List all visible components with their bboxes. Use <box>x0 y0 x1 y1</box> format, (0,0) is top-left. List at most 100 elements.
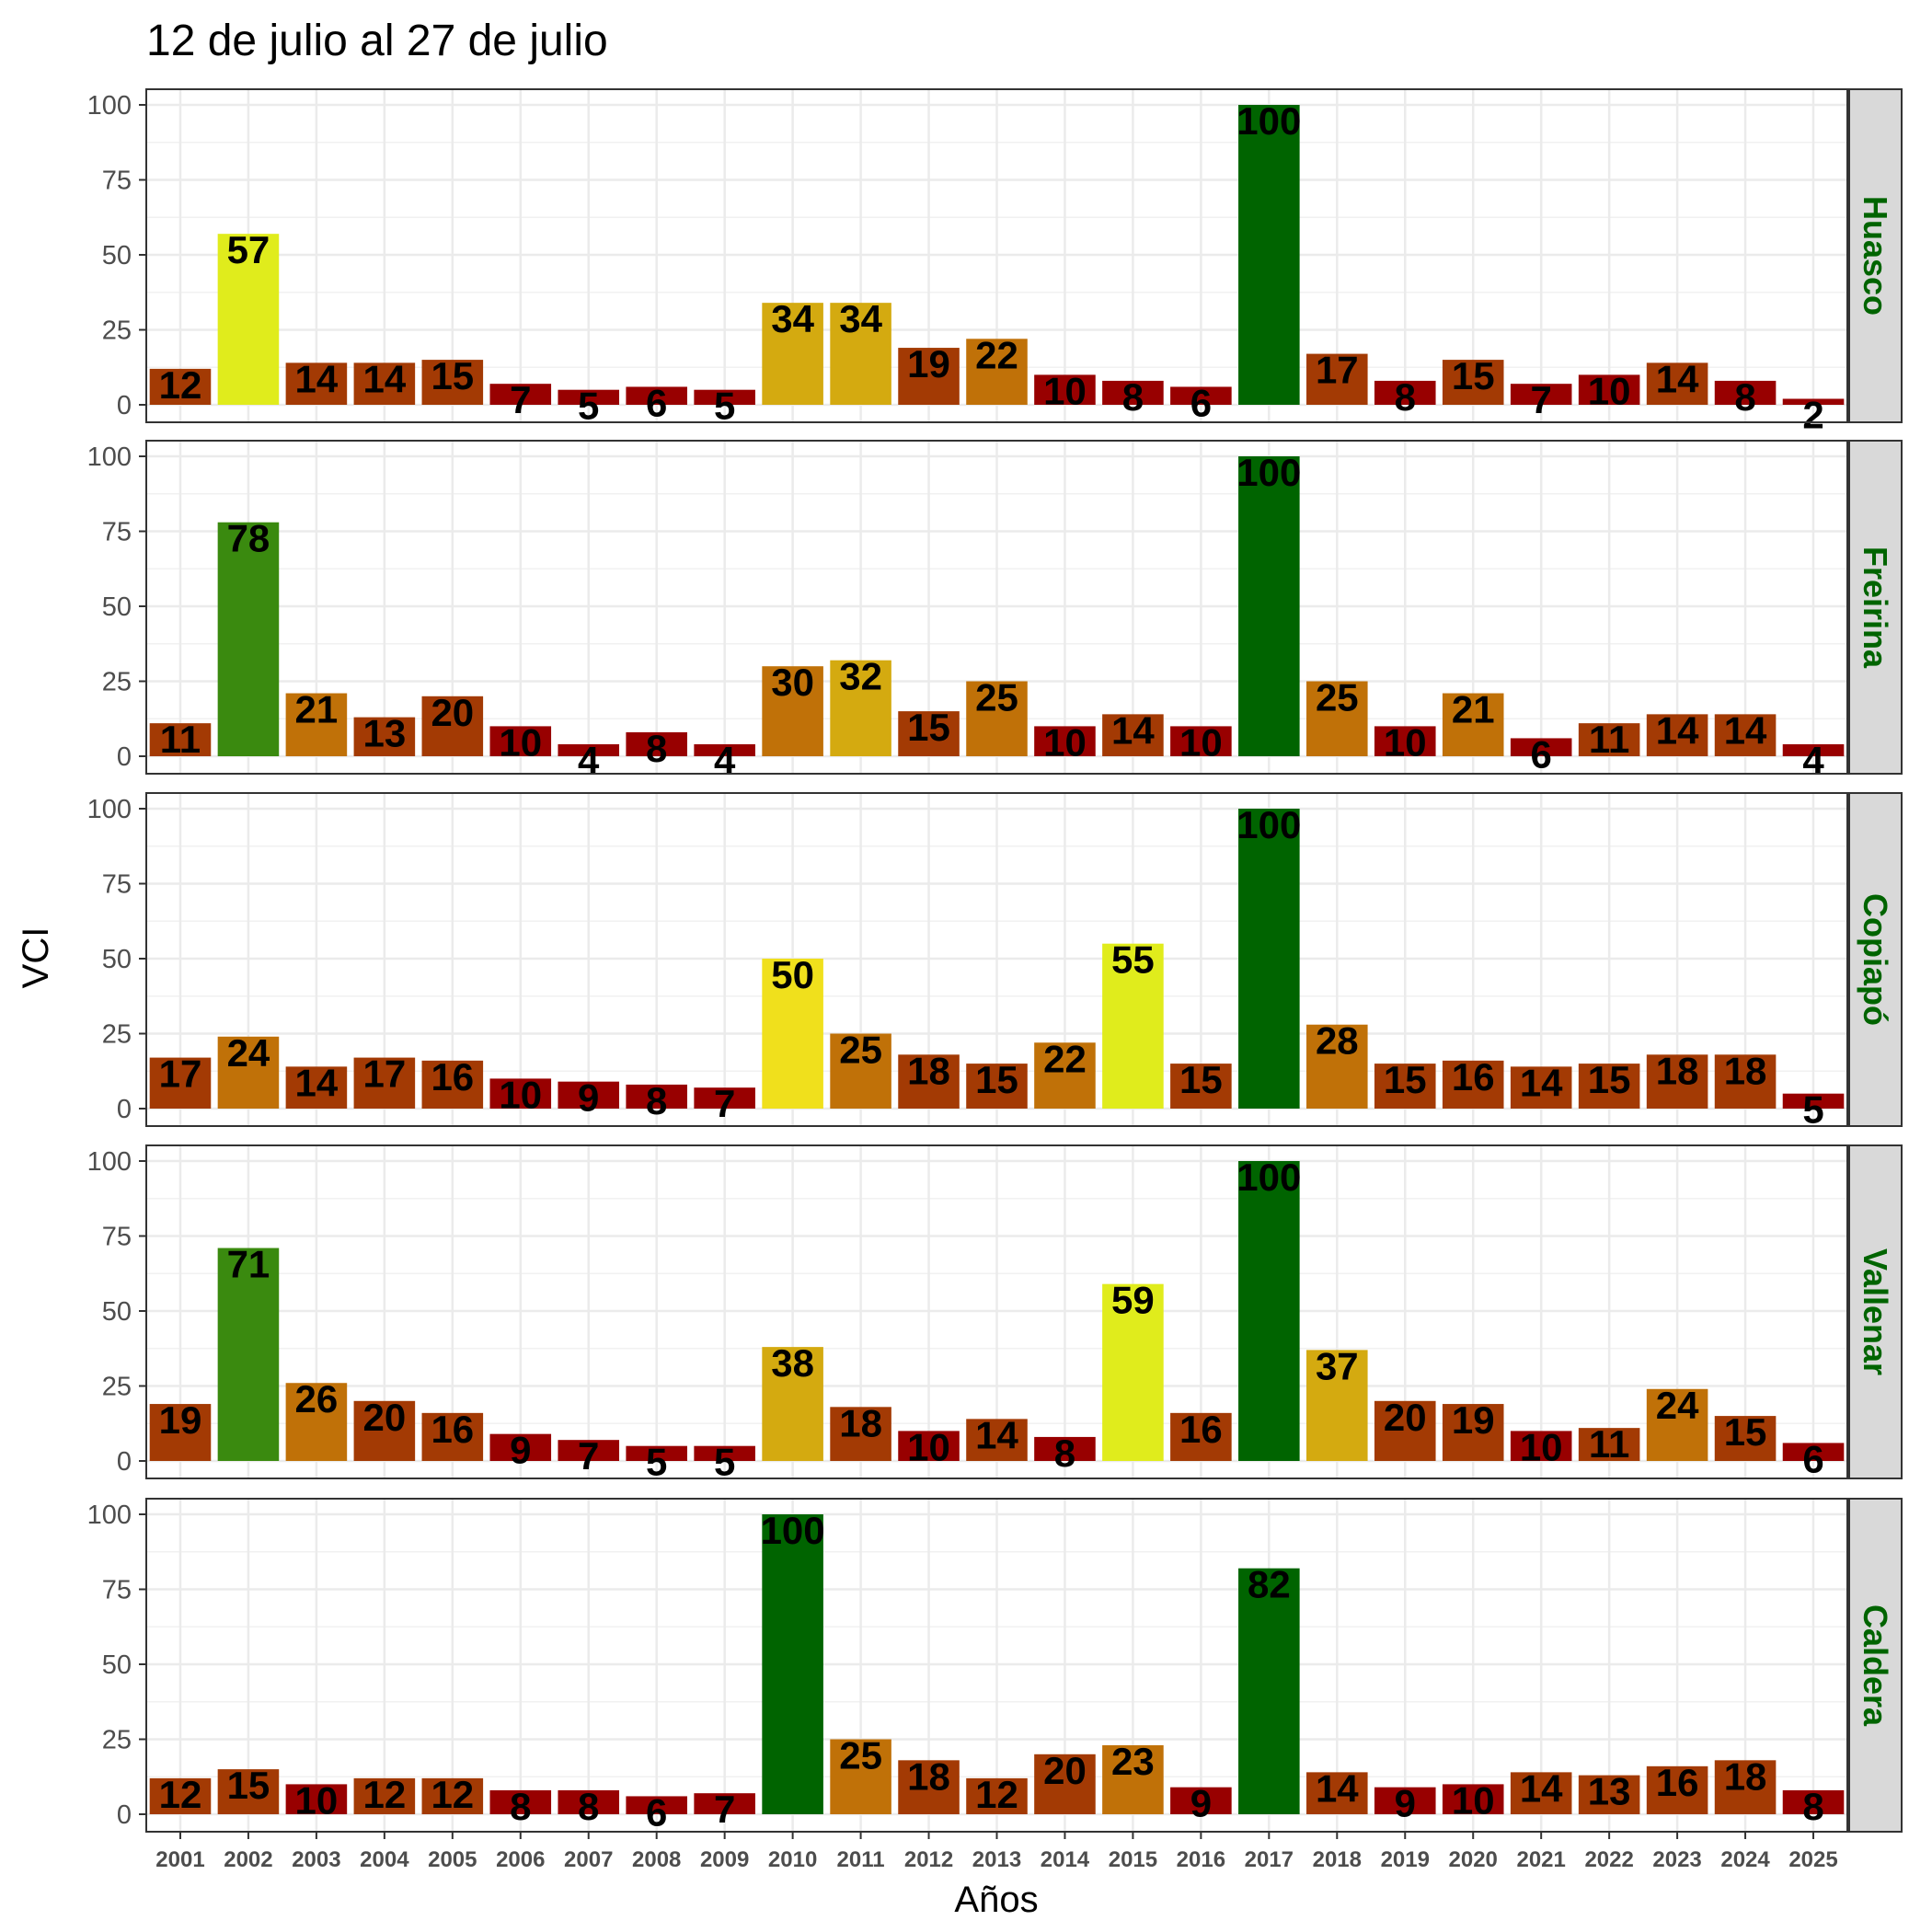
bar <box>966 681 1028 756</box>
bar-value-label: 16 <box>1179 1408 1223 1451</box>
facet-strip-label: Vallenar <box>1857 1248 1894 1375</box>
bar-value-label: 9 <box>1395 1782 1416 1825</box>
bar <box>1510 738 1572 756</box>
bar-value-label: 15 <box>1724 1410 1767 1454</box>
bar <box>626 1084 687 1109</box>
y-tick-label: 0 <box>117 1447 132 1477</box>
bar-value-label: 14 <box>295 1061 339 1104</box>
x-tick-label: 2021 <box>1516 1847 1565 1872</box>
bar <box>489 1078 552 1109</box>
bar-value-label: 7 <box>714 1082 735 1125</box>
bar-value-label: 15 <box>227 1764 270 1807</box>
bar-value-label: 22 <box>975 333 1018 376</box>
y-tick-label: 25 <box>102 1726 132 1755</box>
bar-value-label: 10 <box>1520 1425 1563 1468</box>
bar <box>421 1412 484 1461</box>
bar-value-label: 38 <box>771 1341 814 1385</box>
x-tick-label: 2011 <box>837 1847 885 1872</box>
bar-value-label: 6 <box>646 1790 667 1834</box>
bar-value-label: 10 <box>1588 369 1631 412</box>
bar-value-label: 20 <box>1384 1396 1427 1439</box>
bar <box>1578 1775 1640 1814</box>
bar <box>1782 1093 1845 1109</box>
bar <box>353 717 416 756</box>
bar-value-label: 21 <box>1452 688 1495 731</box>
bar <box>285 362 348 405</box>
bar <box>762 303 823 405</box>
bar-value-label: 34 <box>839 297 882 340</box>
y-tick-label: 50 <box>102 592 132 622</box>
bar-value-label: 15 <box>431 354 474 397</box>
bar <box>1306 1772 1368 1814</box>
y-tick-label: 75 <box>102 1223 132 1252</box>
facet-strip <box>1848 1498 1903 1833</box>
bar-value-label: 78 <box>227 517 270 560</box>
bar-value-label: 18 <box>1656 1049 1699 1092</box>
facet-panel: 12 15 10 12 12 8 8 6 7 100 25 18 12 20 23 9 82 14 9 10 14 13 1… <box>87 1498 1903 1834</box>
bar-value-label: 55 <box>1111 938 1155 982</box>
bar-value-label: 10 <box>1179 720 1223 764</box>
bar <box>558 1440 620 1461</box>
bar <box>1034 726 1096 756</box>
bar <box>1034 1754 1096 1814</box>
bar-value-label: 24 <box>1656 1384 1699 1427</box>
bar-value-label: 14 <box>1520 1061 1563 1104</box>
bar-value-label: 19 <box>1452 1398 1495 1442</box>
y-tick-label: 50 <box>102 1650 132 1680</box>
facet-strip <box>1848 1144 1903 1479</box>
x-tick-label: 2005 <box>428 1847 477 1872</box>
bar-value-label: 9 <box>510 1429 531 1472</box>
x-tick-label: 2024 <box>1720 1847 1770 1872</box>
y-tick-label: 100 <box>87 795 132 824</box>
bar <box>421 360 484 405</box>
x-tick-label: 2003 <box>292 1847 340 1872</box>
bar <box>1238 456 1300 756</box>
bar-value-label: 7 <box>714 1788 735 1831</box>
bar-value-label: 8 <box>646 727 667 770</box>
bar <box>1442 360 1504 405</box>
bar <box>1374 1787 1436 1814</box>
bar-value-label: 25 <box>839 1029 882 1072</box>
bar-value-label: 6 <box>1190 381 1212 424</box>
bar-value-label: 50 <box>771 953 814 996</box>
bar <box>626 731 687 756</box>
bar-value-label: 10 <box>907 1425 950 1468</box>
y-tick-label: 75 <box>102 870 132 900</box>
bar <box>353 1777 416 1814</box>
y-tick-label: 100 <box>87 1147 132 1177</box>
x-tick-label: 2002 <box>224 1847 272 1872</box>
bar-value-label: 14 <box>1656 708 1699 752</box>
bar <box>217 1036 280 1109</box>
bar-value-label: 8 <box>1802 1785 1823 1828</box>
bar-value-label: 14 <box>363 357 407 400</box>
bar-value-label: 16 <box>1452 1055 1495 1098</box>
bar <box>966 1064 1028 1109</box>
bar-value-label: 10 <box>1043 720 1087 764</box>
bar-value-label: 18 <box>907 1754 950 1798</box>
bar <box>1510 1431 1572 1461</box>
bar <box>1442 1060 1504 1109</box>
bar <box>1578 723 1640 756</box>
bar <box>1714 1416 1777 1461</box>
bar <box>1578 1064 1640 1109</box>
bar-value-label: 20 <box>431 691 474 734</box>
bar-value-label: 8 <box>1734 375 1755 419</box>
facet-strip-label: Huasco <box>1857 196 1894 316</box>
bar-value-label: 11 <box>160 718 201 761</box>
bar <box>1442 1404 1504 1461</box>
bar-value-label: 13 <box>1588 1770 1631 1813</box>
bar-value-label: 2 <box>1802 393 1823 436</box>
bar-value-label: 82 <box>1248 1563 1291 1606</box>
bar-value-label: 5 <box>714 385 735 428</box>
bar <box>1170 386 1232 405</box>
bar <box>966 1777 1028 1814</box>
bar-value-label: 9 <box>578 1076 599 1120</box>
bar <box>1238 1161 1300 1461</box>
bar <box>489 726 552 756</box>
bar-value-label: 5 <box>578 385 599 428</box>
bar <box>489 384 552 405</box>
bar-value-label: 19 <box>159 1398 202 1442</box>
bar <box>149 723 212 756</box>
